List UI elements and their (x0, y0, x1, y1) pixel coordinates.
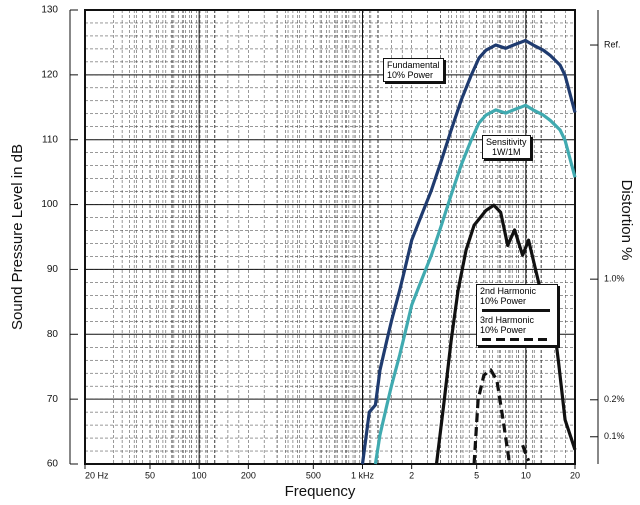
legend: 2nd Harmonic 10% Power 3rd Harmonic 10% P… (476, 284, 558, 346)
x-tick-label: 20 Hz (85, 470, 109, 480)
y-tick-label: 130 (41, 5, 58, 16)
series-label: Fundamental 10% Power (383, 58, 444, 82)
series-line (472, 368, 531, 465)
y2-tick-label: 1.0% (604, 274, 625, 284)
plot-frame (84, 9, 576, 465)
x-tick-label: 200 (241, 470, 256, 480)
x-tick-label: 10 (521, 470, 531, 480)
series-line (373, 103, 577, 465)
y2-tick-label: Ref. (604, 39, 621, 49)
x-tick-label: 500 (306, 470, 321, 480)
y2-tick-label: 0.2% (604, 394, 625, 404)
y-tick-label: 120 (41, 69, 58, 80)
legend-label: 3rd Harmonic 10% Power (480, 315, 535, 335)
x-tick-label: 5 (474, 470, 479, 480)
x-axis-label: Frequency (285, 483, 356, 500)
y2-axis-label: Distortion % (618, 180, 635, 261)
x-tick-label: 20 (570, 470, 580, 480)
x-tick-label: 2 (409, 470, 414, 480)
y2-tick-label: 0.1% (604, 431, 625, 441)
x-tick-label: 1 kHz (351, 470, 375, 480)
legend-swatch (482, 338, 550, 341)
series-label: Sensitivity 1W/1M (482, 135, 531, 159)
y-axis-label: Sound Pressure Level in dB (9, 144, 26, 330)
y-tick-label: 60 (47, 459, 59, 470)
legend-swatch (482, 309, 550, 312)
y-tick-label: 70 (47, 394, 59, 405)
y-tick-label: 80 (47, 329, 59, 340)
series-line (360, 38, 577, 465)
x-tick-label: 50 (145, 470, 155, 480)
y-tick-label: 90 (47, 264, 59, 275)
x-tick-label: 100 (192, 470, 207, 480)
y-tick-label: 110 (42, 134, 58, 145)
y-tick-label: 100 (41, 199, 58, 210)
legend-label: 2nd Harmonic 10% Power (480, 286, 537, 306)
